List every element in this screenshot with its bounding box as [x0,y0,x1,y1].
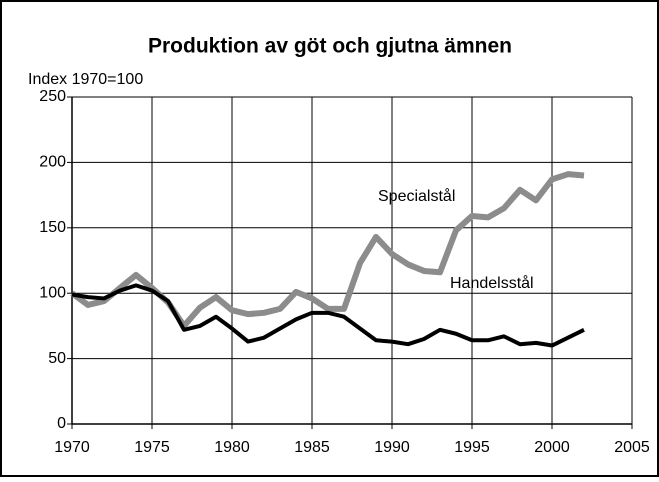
x-tick-label: 1975 [134,439,170,456]
x-tick-label: 2000 [534,439,570,456]
x-tick-label: 1970 [54,439,90,456]
x-tick-label: 1980 [214,439,250,456]
y-tick-label: 100 [39,284,66,301]
y-tick-label: 200 [39,154,66,171]
y-tick-label: 50 [48,350,66,367]
y-tick-label: 150 [39,219,66,236]
y-axis-label: Index 1970=100 [28,71,143,88]
series-line [71,283,585,348]
x-tick-label: 1995 [454,439,490,456]
x-tick-label: 1990 [374,439,410,456]
x-tick-label: 2005 [614,439,650,456]
y-tick-label: 250 [39,88,66,105]
series-label: Handelsstål [450,274,534,292]
chart-title: Produktion av göt och gjutna ämnen [148,35,512,58]
y-tick-label: 0 [57,415,66,432]
x-tick-label: 1985 [294,439,330,456]
series-label: Specialstål [378,187,455,205]
